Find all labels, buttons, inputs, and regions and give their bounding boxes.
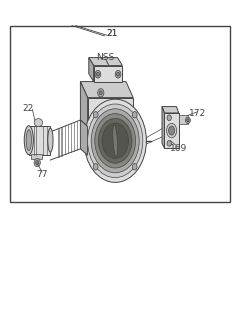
Polygon shape xyxy=(88,98,133,126)
Circle shape xyxy=(96,72,99,76)
Polygon shape xyxy=(94,66,122,82)
Circle shape xyxy=(102,123,128,158)
Ellipse shape xyxy=(34,118,43,126)
Circle shape xyxy=(93,112,98,118)
Circle shape xyxy=(132,164,137,170)
Text: 77: 77 xyxy=(36,170,48,179)
Text: 172: 172 xyxy=(189,109,207,118)
Circle shape xyxy=(98,118,132,163)
Bar xyxy=(29,126,50,155)
Bar xyxy=(31,154,42,159)
Ellipse shape xyxy=(26,130,31,151)
Bar xyxy=(164,113,179,148)
Circle shape xyxy=(167,115,171,121)
Circle shape xyxy=(95,70,101,78)
Ellipse shape xyxy=(48,128,53,152)
Polygon shape xyxy=(162,107,164,148)
Polygon shape xyxy=(162,107,179,113)
Polygon shape xyxy=(80,120,88,155)
Ellipse shape xyxy=(113,125,118,157)
Circle shape xyxy=(34,158,40,167)
Polygon shape xyxy=(80,82,133,98)
Ellipse shape xyxy=(168,126,174,135)
Text: 22: 22 xyxy=(22,104,33,113)
Text: 169: 169 xyxy=(170,144,187,153)
Circle shape xyxy=(99,91,102,95)
Circle shape xyxy=(36,161,39,164)
Bar xyxy=(10,26,230,202)
Text: 21: 21 xyxy=(106,29,117,38)
Text: NSS: NSS xyxy=(96,53,115,62)
Circle shape xyxy=(132,112,137,118)
Circle shape xyxy=(98,89,104,97)
Circle shape xyxy=(115,70,121,78)
Polygon shape xyxy=(80,82,88,126)
Circle shape xyxy=(88,104,143,178)
Circle shape xyxy=(93,164,98,170)
Circle shape xyxy=(187,119,189,122)
Circle shape xyxy=(84,99,146,182)
Circle shape xyxy=(95,114,136,168)
Ellipse shape xyxy=(167,123,177,138)
Ellipse shape xyxy=(24,126,33,155)
Text: 21: 21 xyxy=(106,29,117,38)
Polygon shape xyxy=(89,58,94,82)
Polygon shape xyxy=(89,58,122,66)
Bar xyxy=(179,115,188,124)
Circle shape xyxy=(91,109,139,173)
Circle shape xyxy=(167,140,171,146)
Circle shape xyxy=(117,72,120,76)
Circle shape xyxy=(186,117,190,124)
